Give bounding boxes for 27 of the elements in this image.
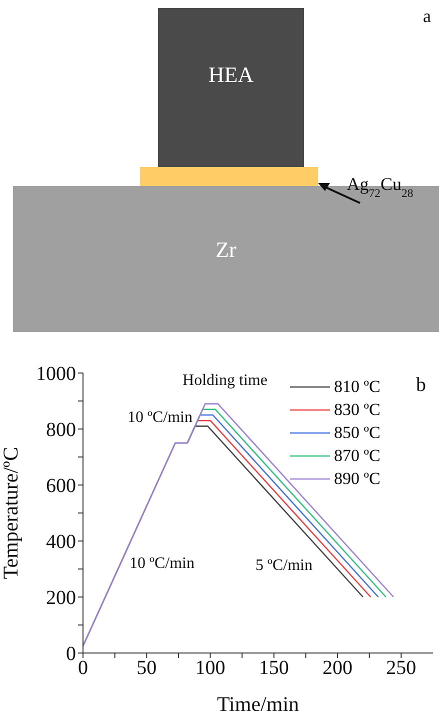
x-tick-label: 150 — [258, 657, 289, 680]
y-tick-label: 800 — [46, 419, 76, 442]
annotation: Holding time — [182, 372, 268, 389]
legend-label: 870 ºC — [334, 445, 380, 467]
text: HEA — [208, 62, 254, 87]
y-axis-title: Temperature/ºC — [0, 446, 22, 580]
legend-label: 830 ºC — [334, 399, 380, 421]
y-tick-label: 0 — [66, 643, 76, 666]
annotation: 5 ºC/min — [256, 557, 312, 574]
y-tick-label: 1000 — [36, 363, 76, 386]
annotation: 10 ºC/min — [130, 555, 194, 572]
annotation: 10 ºC/min — [128, 409, 192, 426]
legend-label: 850 ºC — [334, 422, 380, 444]
x-tick-label: 50 — [136, 657, 157, 680]
legend-label: 810 ºC — [334, 376, 380, 398]
annotation: b — [416, 374, 426, 396]
y-tick-label: 200 — [46, 587, 76, 610]
text: Zr — [216, 237, 238, 262]
text: Ag$_{72}$Cu$_{28}$ — [346, 174, 414, 200]
x-tick-label: 250 — [386, 657, 416, 680]
x-tick-label: 200 — [322, 657, 353, 680]
text: a — [423, 6, 431, 26]
y-tick-label: 400 — [46, 531, 76, 554]
legend-label: 890 ºC — [334, 468, 380, 490]
x-tick-label: 100 — [195, 657, 226, 680]
x-axis-title: Time/min — [216, 692, 300, 711]
y-tick-label: 600 — [46, 475, 76, 498]
